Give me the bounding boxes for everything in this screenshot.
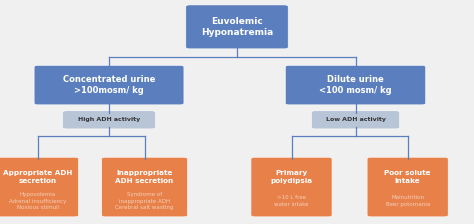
Text: Appropriate ADH
secretion: Appropriate ADH secretion: [3, 170, 73, 184]
Text: Euvolemic
Hyponatremia: Euvolemic Hyponatremia: [201, 17, 273, 37]
Text: Dilute urine
<100 mosm/ kg: Dilute urine <100 mosm/ kg: [319, 75, 392, 95]
FancyBboxPatch shape: [0, 157, 78, 217]
Text: Concentrated urine
>100mosm/ kg: Concentrated urine >100mosm/ kg: [63, 75, 155, 95]
Text: Syndrome of
inappropriate ADH
Cerebral salt wasting: Syndrome of inappropriate ADH Cerebral s…: [115, 192, 174, 210]
FancyBboxPatch shape: [186, 5, 288, 49]
Text: Malnutrition
Beer potomania: Malnutrition Beer potomania: [385, 195, 430, 207]
FancyBboxPatch shape: [367, 157, 448, 217]
Text: High ADH activity: High ADH activity: [78, 117, 140, 122]
FancyBboxPatch shape: [34, 65, 184, 105]
Text: >10 L free
water intake: >10 L free water intake: [274, 195, 309, 207]
FancyBboxPatch shape: [311, 111, 400, 129]
FancyBboxPatch shape: [285, 65, 426, 105]
FancyBboxPatch shape: [63, 111, 155, 129]
Text: Hypovolemia
Adrenal insufficiency
Noxious stimuli: Hypovolemia Adrenal insufficiency Noxiou…: [9, 192, 67, 210]
Text: Primary
polydipsia: Primary polydipsia: [271, 170, 312, 184]
FancyBboxPatch shape: [251, 157, 332, 217]
Text: Low ADH activity: Low ADH activity: [326, 117, 385, 122]
Text: Poor solute
intake: Poor solute intake: [384, 170, 431, 184]
FancyBboxPatch shape: [101, 157, 187, 217]
Text: Inappropriate
ADH secretion: Inappropriate ADH secretion: [116, 170, 173, 184]
